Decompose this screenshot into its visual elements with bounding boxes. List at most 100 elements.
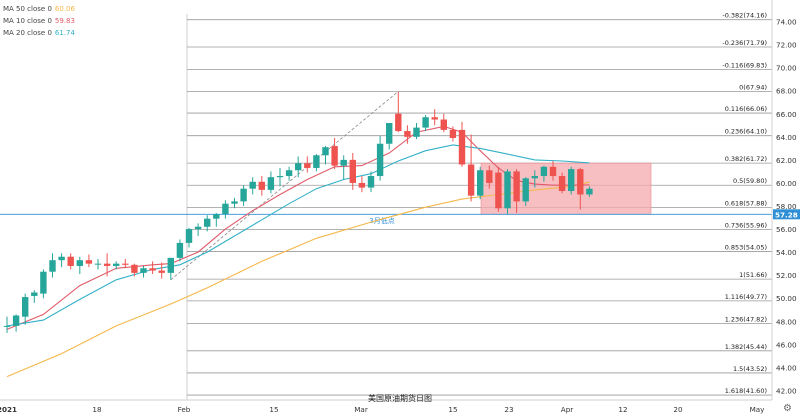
candle (276, 167, 284, 187)
candle (367, 171, 375, 193)
fib-level: 0.236(64.10) (187, 128, 772, 137)
candle-body (122, 263, 129, 265)
candle-body (58, 256, 65, 261)
candle-body (185, 229, 193, 243)
candle-body (167, 257, 174, 273)
x-tick-label: Apr (561, 405, 573, 414)
fib-level: 0.116(66.06) (187, 105, 772, 114)
candle (158, 262, 165, 279)
y-tick-label: 62.00 (776, 156, 797, 165)
y-tick-label: 72.00 (776, 41, 797, 50)
fib-level: 1.5(43.52) (187, 365, 772, 374)
candle-body (431, 117, 438, 120)
candle (322, 146, 329, 165)
candle (486, 165, 493, 189)
candle (431, 109, 438, 126)
fib-label: -0.116(69.83) (722, 62, 767, 70)
candle-body (395, 113, 402, 132)
fib-label: 0.382(61.72) (725, 155, 767, 163)
fib-levels: -0.382(74.16) -0.236(71.79) -0.116(69.83) 0… (187, 12, 772, 396)
y-tick-label: 70.00 (776, 64, 797, 73)
current-price-label: 57.28 (775, 210, 798, 219)
candle-body (349, 159, 356, 183)
candle-body (304, 163, 311, 168)
candle-body (85, 260, 93, 264)
candle (194, 223, 202, 236)
candle-body (240, 188, 247, 202)
legend-ma10-label: MA 10 close 0 (3, 17, 52, 25)
candle-body (76, 260, 83, 266)
fib-label: -0.236(71.79) (722, 39, 767, 47)
candle (404, 125, 411, 144)
fib-label: 0(67.94) (739, 83, 767, 91)
candle-body (285, 170, 293, 177)
legend: MA 50 close 0 60.06 MA 10 close 0 59.83 MA… (3, 3, 75, 39)
candle (586, 186, 593, 197)
legend-ma10-value: 59.83 (54, 17, 75, 25)
legend-ma10[interactable]: MA 10 close 0 59.83 (3, 15, 75, 27)
x-tick-label: 18 (92, 405, 102, 414)
candle (349, 152, 356, 190)
x-tick-label: 12 (618, 405, 627, 414)
y-tick-label: 68.00 (776, 87, 797, 96)
legend-ma50[interactable]: MA 50 close 0 60.06 (3, 3, 75, 15)
candle-body (176, 242, 184, 258)
candle (458, 121, 466, 167)
gear-icon[interactable]: ⚙ (783, 403, 792, 414)
x-tick-label: 23 (504, 405, 513, 414)
candle (467, 134, 475, 202)
fib-label: 1(51.66) (739, 271, 767, 279)
candle-body (149, 268, 156, 271)
candle-body (249, 181, 256, 189)
fib-label: 0.236(64.10) (725, 128, 767, 136)
candle (204, 215, 211, 232)
candle (331, 137, 338, 170)
fib-label: 0.116(66.06) (725, 105, 767, 113)
candle-body (577, 169, 584, 195)
candle (12, 314, 20, 332)
candle-body (586, 188, 593, 195)
legend-ma20[interactable]: MA 20 close 0 61.74 (3, 27, 75, 39)
candle (313, 154, 320, 172)
candle-body (3, 325, 11, 327)
candle-body (558, 176, 566, 192)
candle (295, 156, 302, 178)
legend-ma50-label: MA 50 close 0 (3, 5, 52, 13)
candle-body (113, 263, 120, 266)
x-tick-label: Mar (354, 405, 368, 414)
candle (213, 212, 220, 227)
fib-label: -0.382(74.16) (722, 12, 767, 20)
fib-label: 0.736(55.96) (725, 222, 767, 230)
candle-body (458, 129, 466, 165)
x-tick-label: 2021 (0, 405, 17, 414)
fib-level: 1.382(45.44) (187, 343, 772, 352)
candle (504, 169, 511, 215)
candle-body (386, 122, 393, 144)
fib-level: 0.382(61.72) (187, 155, 772, 164)
candle-body (568, 169, 575, 192)
candle (422, 114, 429, 132)
legend-ma50-value: 60.06 (54, 5, 75, 13)
candle (31, 290, 38, 303)
candle (67, 253, 74, 270)
candle-body (522, 178, 529, 202)
candle (258, 176, 265, 196)
candle (40, 269, 47, 299)
candle (531, 170, 538, 188)
plot-area (0, 0, 772, 400)
candle-body (504, 171, 511, 209)
y-axis: 74.00 72.00 70.00 68.00 66.00 64.00 62.00 60.00… (771, 0, 797, 400)
fib-label: 1.382(45.44) (725, 343, 767, 351)
fib-level: 1.116(49.77) (187, 293, 772, 302)
candle (285, 166, 293, 181)
candle-body (140, 268, 147, 273)
y-tick-label: 42.00 (776, 386, 797, 395)
candle-body (340, 159, 347, 166)
fib-level: 0.618(57.88) (187, 199, 772, 208)
candle-body (40, 271, 47, 294)
candle-body (486, 170, 493, 183)
candle (222, 200, 229, 219)
candle-body (22, 297, 29, 317)
candle (577, 167, 584, 210)
